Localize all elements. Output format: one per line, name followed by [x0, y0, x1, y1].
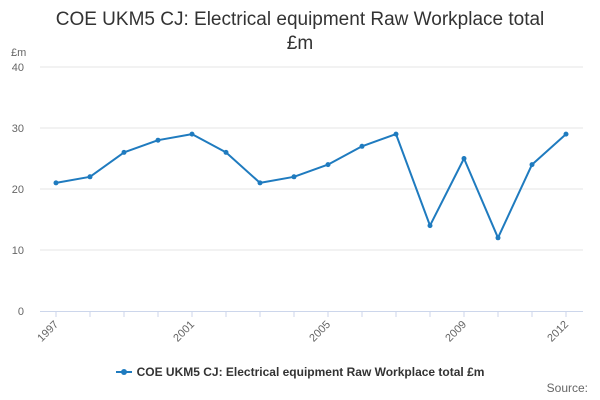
data-point[interactable] [87, 174, 93, 180]
axes: 0 10 20 30 40 £m 1997 2001 2005 2009 2012 [11, 47, 583, 344]
x-tick-label: 2005 [307, 319, 333, 345]
chart-title-line-1: COE UKM5 CJ: Electrical equipment Raw Wo… [55, 9, 545, 30]
series-layer [53, 131, 569, 241]
legend[interactable]: COE UKM5 CJ: Electrical equipment Raw Wo… [0, 364, 600, 379]
data-point[interactable] [461, 156, 467, 161]
data-point[interactable] [291, 174, 297, 180]
series-line [55, 133, 567, 239]
data-point[interactable] [121, 149, 127, 155]
data-point[interactable] [529, 162, 535, 168]
data-point[interactable] [223, 149, 229, 155]
y-tick-label: 0 [18, 306, 24, 318]
data-point[interactable] [563, 131, 569, 137]
data-point[interactable] [495, 235, 501, 241]
source-credit: Source: [546, 381, 588, 395]
x-tick-label: 1997 [35, 319, 61, 345]
legend-label: COE UKM5 CJ: Electrical equipment Raw Wo… [136, 364, 485, 379]
x-tick-label: 2001 [171, 319, 197, 345]
chart-title-line-2: £m [286, 33, 314, 54]
y-tick-label: 40 [12, 62, 24, 74]
data-point[interactable] [189, 131, 195, 137]
data-point[interactable] [155, 137, 161, 143]
x-tick-label: 2012 [545, 319, 571, 345]
y-axis-label: £m [11, 47, 26, 59]
grid-lines [40, 66, 583, 251]
data-point[interactable] [325, 162, 331, 168]
x-tick-label: 2009 [443, 319, 469, 345]
y-tick-label: 20 [12, 184, 24, 196]
data-point[interactable] [427, 223, 433, 229]
y-tick-label: 10 [12, 245, 24, 257]
data-point[interactable] [359, 143, 365, 149]
data-point[interactable] [53, 180, 59, 186]
data-point[interactable] [257, 180, 263, 186]
legend-line-marker-icon [115, 367, 132, 377]
chart-title: COE UKM5 CJ: Electrical equipment Raw Wo… [0, 8, 600, 56]
data-point[interactable] [393, 131, 399, 137]
y-tick-label: 30 [12, 123, 24, 135]
